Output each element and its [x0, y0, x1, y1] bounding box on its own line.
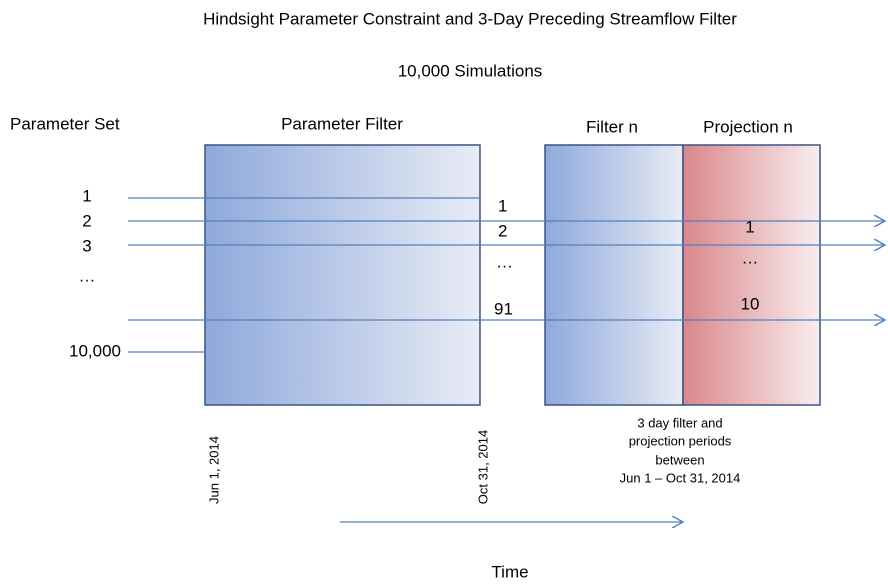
filter-output-label: …: [496, 252, 513, 271]
subtitle: 10,000 Simulations: [398, 61, 543, 80]
projection-output-label: 1: [745, 217, 754, 236]
title: Hindsight Parameter Constraint and 3-Day…: [203, 9, 737, 28]
note-line: 3 day filter and: [637, 415, 722, 430]
parameter-set-label: 10,000: [69, 341, 121, 360]
filter-output-label: 2: [498, 221, 507, 240]
column-label: Parameter Filter: [281, 114, 403, 133]
axis-label: Time: [491, 562, 528, 581]
column-label: Projection n: [703, 117, 793, 136]
parameter-set-label: 1: [82, 186, 91, 205]
filter-output-label: 91: [494, 299, 513, 318]
note-line: between: [655, 452, 704, 467]
parameter-filter-box: [204, 144, 481, 406]
date-label: Oct 31, 2014: [475, 430, 490, 504]
filter-output-label: 1: [498, 196, 507, 215]
projection-output-label: …: [742, 248, 759, 267]
date-label: Jun 1, 2014: [206, 436, 221, 504]
parameter-set-label: 2: [82, 211, 91, 230]
projection-output-label: 10: [741, 294, 760, 313]
column-label: Parameter Set: [10, 114, 120, 133]
note-line: Jun 1 – Oct 31, 2014: [620, 470, 741, 485]
column-label: Filter n: [586, 117, 638, 136]
parameter-set-label: …: [79, 266, 96, 285]
note-line: projection periods: [629, 433, 732, 448]
projection-box: [682, 144, 821, 406]
parameter-set-label: 3: [82, 236, 91, 255]
filter-box: [544, 144, 684, 406]
